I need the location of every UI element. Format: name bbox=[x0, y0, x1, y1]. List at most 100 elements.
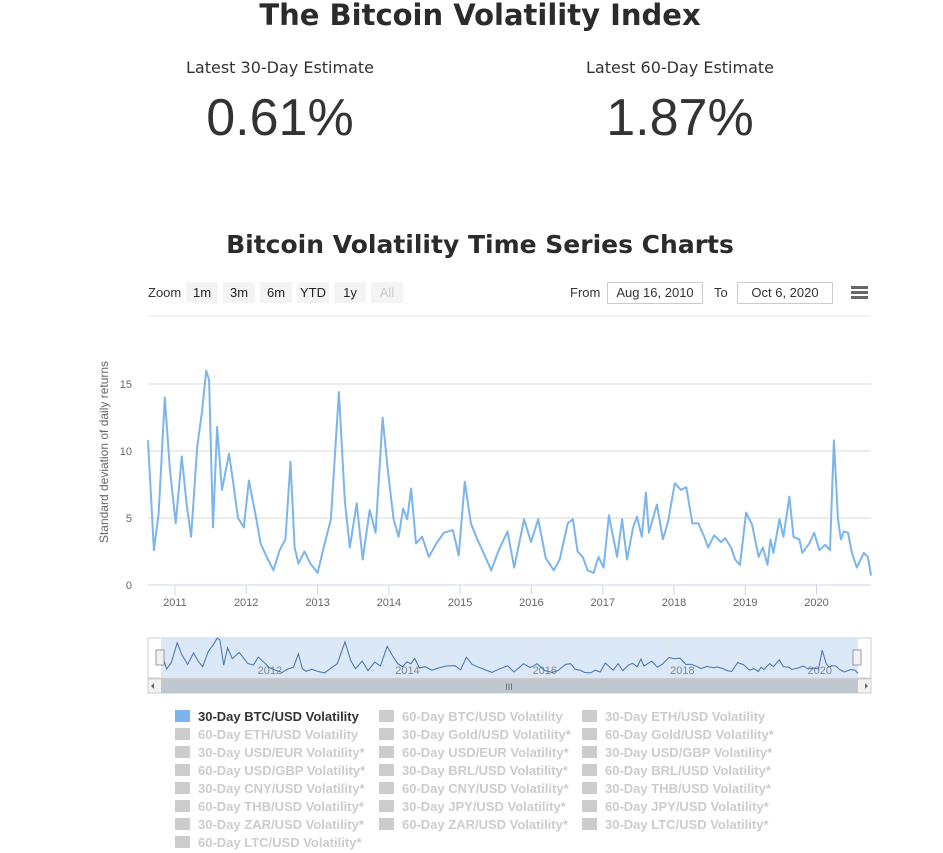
page-title: The Bitcoin Volatility Index bbox=[259, 0, 701, 32]
legend-label: 60-Day LTC/USD Volatility* bbox=[198, 834, 362, 850]
navigator-left-handle[interactable] bbox=[155, 649, 165, 666]
legend-swatch-icon bbox=[175, 782, 190, 794]
zoom-all-button[interactable]: All bbox=[371, 282, 403, 303]
legend-label: 60-Day BTC/USD Volatility bbox=[402, 708, 563, 724]
legend-label: 60-Day USD/EUR Volatility* bbox=[402, 744, 569, 760]
estimate-30-label: Latest 30-Day Estimate bbox=[185, 58, 374, 77]
legend-item[interactable]: 60-Day Gold/USD Volatility* bbox=[582, 726, 774, 742]
legend-swatch-icon bbox=[582, 746, 597, 758]
chart-section-title: Bitcoin Volatility Time Series Charts bbox=[226, 230, 734, 259]
legend-swatch-icon bbox=[582, 782, 597, 794]
legend-item[interactable]: 60-Day CNY/USD Volatility* bbox=[379, 780, 569, 796]
legend-label: 60-Day ETH/USD Volatility bbox=[198, 726, 359, 742]
legend-swatch-icon bbox=[379, 818, 394, 830]
legend-swatch-icon bbox=[379, 782, 394, 794]
legend-swatch-icon bbox=[175, 710, 190, 722]
navigator-tick-label: 2014 bbox=[395, 665, 419, 677]
legend-label: 60-Day THB/USD Volatility* bbox=[198, 798, 364, 814]
y-tick-label: 10 bbox=[120, 446, 132, 458]
legend-label: 60-Day BRL/USD Volatility* bbox=[605, 762, 771, 778]
legend-swatch-icon bbox=[175, 764, 190, 776]
zoom-ytd-button[interactable]: YTD bbox=[297, 282, 329, 303]
zoom-3m-button[interactable]: 3m bbox=[223, 282, 255, 303]
legend-item[interactable]: 30-Day Gold/USD Volatility* bbox=[379, 726, 571, 742]
zoom-1y-button[interactable]: 1y bbox=[334, 282, 366, 303]
legend-item[interactable]: 30-Day JPY/USD Volatility* bbox=[379, 798, 566, 814]
legend-swatch-icon bbox=[582, 764, 597, 776]
legend-swatch-icon bbox=[175, 746, 190, 758]
legend-label: 30-Day BTC/USD Volatility bbox=[198, 708, 359, 724]
legend-label: 30-Day THB/USD Volatility* bbox=[605, 780, 771, 796]
legend-swatch-icon bbox=[379, 728, 394, 740]
navigator-right-handle[interactable] bbox=[852, 649, 862, 666]
to-label: To bbox=[714, 285, 728, 300]
legend-item[interactable]: 60-Day ZAR/USD Volatility* bbox=[379, 816, 568, 832]
legend-swatch-icon bbox=[582, 710, 597, 722]
legend-item[interactable]: 60-Day BTC/USD Volatility bbox=[379, 708, 563, 724]
legend-item[interactable]: 30-Day USD/EUR Volatility* bbox=[175, 744, 365, 760]
legend-item[interactable]: 60-Day THB/USD Volatility* bbox=[175, 798, 364, 814]
zoom-6m-button[interactable]: 6m bbox=[260, 282, 292, 303]
navigator-tick-label: 2012 bbox=[258, 665, 282, 677]
legend-swatch-icon bbox=[379, 710, 394, 722]
scrollbar-thumb[interactable] bbox=[161, 679, 858, 693]
y-axis-label: Standard deviation of daily returns bbox=[97, 361, 111, 543]
legend-swatch-icon bbox=[379, 800, 394, 812]
estimate-60-label: Latest 60-Day Estimate bbox=[585, 58, 774, 77]
legend-item[interactable]: 30-Day LTC/USD Volatility* bbox=[582, 816, 769, 832]
legend-item[interactable]: 60-Day LTC/USD Volatility* bbox=[175, 834, 362, 850]
legend-item[interactable]: 30-Day CNY/USD Volatility* bbox=[175, 780, 365, 796]
legend-item[interactable]: 30-Day USD/GBP Volatility* bbox=[582, 744, 772, 760]
legend-label: 30-Day JPY/USD Volatility* bbox=[402, 798, 566, 814]
x-tick-label: 2020 bbox=[804, 597, 828, 609]
legend-label: 30-Day USD/GBP Volatility* bbox=[605, 744, 773, 760]
scroll-left-arrow-icon[interactable] bbox=[151, 683, 154, 689]
from-date-input[interactable]: Aug 16, 2010 bbox=[607, 282, 703, 304]
scroll-right-arrow-icon[interactable] bbox=[865, 683, 868, 689]
legend-item[interactable]: 60-Day USD/GBP Volatility* bbox=[175, 762, 365, 778]
legend-label: 30-Day BRL/USD Volatility* bbox=[402, 762, 568, 778]
legend-swatch-icon bbox=[582, 800, 597, 812]
legend-label: 30-Day LTC/USD Volatility* bbox=[605, 816, 769, 832]
x-tick-label: 2018 bbox=[662, 597, 686, 609]
x-tick-label: 2016 bbox=[519, 597, 543, 609]
legend-swatch-icon bbox=[582, 818, 597, 830]
legend-item[interactable]: 30-Day BTC/USD Volatility bbox=[175, 708, 359, 724]
legend-swatch-icon bbox=[175, 800, 190, 812]
series-line-30day-btc[interactable] bbox=[147, 369, 872, 576]
x-tick-label: 2015 bbox=[448, 597, 472, 609]
legend-item[interactable]: 30-Day BRL/USD Volatility* bbox=[379, 762, 568, 778]
legend-label: 60-Day JPY/USD Volatility* bbox=[605, 798, 769, 814]
y-tick-label: 5 bbox=[126, 513, 132, 525]
to-date-input[interactable]: Oct 6, 2020 bbox=[737, 282, 833, 304]
legend-item[interactable]: 30-Day ZAR/USD Volatility* bbox=[175, 816, 364, 832]
hamburger-menu-icon[interactable] bbox=[851, 286, 868, 300]
legend-label: 30-Day ETH/USD Volatility bbox=[605, 708, 766, 724]
legend-item[interactable]: 60-Day ETH/USD Volatility bbox=[175, 726, 358, 742]
navigator-series-line bbox=[160, 637, 859, 674]
legend-swatch-icon bbox=[379, 764, 394, 776]
x-tick-label: 2014 bbox=[377, 597, 401, 609]
legend-label: 60-Day Gold/USD Volatility* bbox=[605, 726, 774, 742]
legend-swatch-icon bbox=[175, 836, 190, 848]
legend-label: 60-Day USD/GBP Volatility* bbox=[198, 762, 366, 778]
y-tick-label: 0 bbox=[126, 580, 132, 592]
estimate-30-value: 0.61% bbox=[206, 89, 354, 147]
legend-swatch-icon bbox=[175, 728, 190, 740]
volatility-chart: Standard deviation of daily returns 0 5 10… bbox=[97, 315, 872, 694]
legend-label: 60-Day ZAR/USD Volatility* bbox=[402, 816, 568, 832]
estimate-60-value: 1.87% bbox=[606, 89, 754, 147]
x-tick-label: 2013 bbox=[305, 597, 329, 609]
legend-item[interactable]: 30-Day THB/USD Volatility* bbox=[582, 780, 771, 796]
legend-label: 30-Day ZAR/USD Volatility* bbox=[198, 816, 364, 832]
legend-item[interactable]: 60-Day JPY/USD Volatility* bbox=[582, 798, 769, 814]
legend-item[interactable]: 60-Day USD/EUR Volatility* bbox=[379, 744, 569, 760]
navigator-tick-label: 2018 bbox=[670, 665, 694, 677]
legend-label: 30-Day Gold/USD Volatility* bbox=[402, 726, 571, 742]
legend-item[interactable]: 30-Day ETH/USD Volatility bbox=[582, 708, 765, 724]
y-tick-label: 15 bbox=[120, 379, 132, 391]
legend-item[interactable]: 60-Day BRL/USD Volatility* bbox=[582, 762, 771, 778]
legend-label: 30-Day CNY/USD Volatility* bbox=[198, 780, 365, 796]
zoom-1m-button[interactable]: 1m bbox=[186, 282, 218, 303]
legend-label: 30-Day USD/EUR Volatility* bbox=[198, 744, 365, 760]
